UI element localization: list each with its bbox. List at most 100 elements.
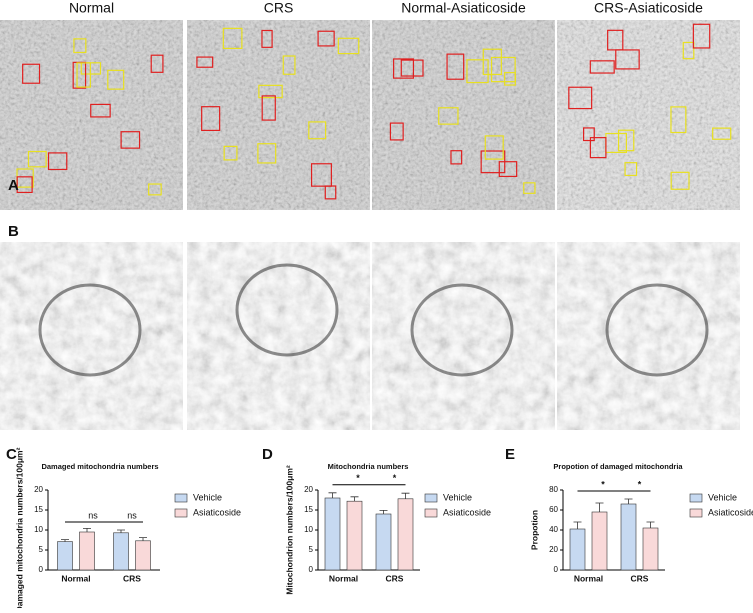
x-tick-label: CRS bbox=[386, 573, 404, 583]
annotation-box bbox=[400, 59, 424, 77]
legend-label: Vehicle bbox=[193, 492, 222, 502]
y-tick-label: 0 bbox=[39, 565, 44, 574]
y-tick-label: 20 bbox=[549, 545, 558, 554]
legend-label: Vehicle bbox=[443, 492, 472, 502]
annotation-box bbox=[337, 37, 360, 55]
error-bar bbox=[401, 492, 410, 499]
annotation-box bbox=[22, 63, 41, 84]
y-tick-label: 80 bbox=[549, 485, 558, 494]
image-title: Normal bbox=[69, 0, 114, 16]
legend-swatch bbox=[174, 493, 188, 503]
micrograph-zoom bbox=[187, 242, 370, 430]
annotation-box bbox=[607, 29, 624, 51]
bar bbox=[79, 531, 95, 571]
legend-label: Asiaticoside bbox=[708, 507, 753, 517]
annotation-box bbox=[582, 127, 595, 142]
legend-label: Vehicle bbox=[708, 492, 737, 502]
mitochondrion bbox=[410, 283, 514, 377]
micrograph bbox=[187, 20, 370, 210]
bar bbox=[57, 541, 73, 571]
micrograph-tone bbox=[187, 20, 370, 210]
annotation-box bbox=[257, 143, 277, 164]
annotation-box bbox=[589, 60, 615, 74]
annotation-box bbox=[482, 48, 502, 76]
significance-label: * bbox=[393, 473, 397, 483]
annotation-box bbox=[393, 58, 415, 79]
annotation-box bbox=[148, 183, 162, 196]
bar bbox=[135, 540, 151, 571]
error-bar bbox=[83, 528, 91, 532]
error-bar bbox=[595, 502, 604, 512]
annotation-box bbox=[201, 106, 221, 131]
annotation-box bbox=[150, 54, 164, 73]
mitochondrion bbox=[605, 283, 709, 377]
panel-label: C bbox=[6, 446, 17, 463]
x-tick-label: Normal bbox=[61, 573, 90, 583]
annotation-box bbox=[196, 56, 214, 68]
annotation-box bbox=[589, 137, 607, 159]
annotation-box bbox=[484, 135, 504, 160]
y-tick-label: 15 bbox=[34, 505, 43, 514]
bar bbox=[324, 497, 341, 571]
y-tick-label: 10 bbox=[34, 525, 43, 534]
annotation-box bbox=[480, 150, 506, 174]
mitochondrion bbox=[38, 283, 142, 377]
annotation-box bbox=[389, 122, 404, 141]
annotation-box bbox=[624, 162, 638, 177]
panel-label: D bbox=[262, 446, 273, 463]
annotation-box bbox=[438, 107, 459, 125]
micrograph-zoom bbox=[557, 242, 740, 430]
error-bar bbox=[573, 521, 582, 529]
micrograph bbox=[557, 20, 740, 210]
y-tick-label: 10 bbox=[304, 525, 313, 534]
micrograph-zoom bbox=[372, 242, 555, 430]
annotation-box bbox=[682, 41, 695, 60]
y-tick-label: 5 bbox=[309, 545, 314, 554]
annotation-box bbox=[76, 62, 91, 88]
significance-label: ns bbox=[88, 510, 98, 520]
chart-title: Mitochondria numbers bbox=[328, 462, 409, 471]
error-bar bbox=[328, 492, 337, 498]
annotation-box bbox=[615, 49, 640, 70]
y-tick-label: 5 bbox=[39, 545, 44, 554]
legend-label: Asiaticoside bbox=[443, 507, 491, 517]
error-bar bbox=[350, 496, 359, 502]
annotation-box bbox=[222, 27, 243, 49]
significance-label: * bbox=[601, 479, 605, 489]
annotation-box bbox=[16, 176, 33, 194]
chart-title: Propotion of damaged mitochondria bbox=[553, 462, 683, 471]
bar bbox=[642, 527, 659, 571]
legend-swatch bbox=[424, 508, 438, 518]
x-tick-label: Normal bbox=[574, 573, 603, 583]
micrograph-tone bbox=[0, 20, 183, 210]
y-tick-label: 20 bbox=[304, 485, 313, 494]
error-bar bbox=[646, 521, 655, 528]
annotation-box bbox=[90, 103, 111, 118]
bar bbox=[620, 503, 637, 571]
legend-swatch bbox=[174, 508, 188, 518]
micrograph-tone bbox=[557, 20, 740, 210]
annotation-box bbox=[310, 163, 332, 187]
y-tick-label: 20 bbox=[34, 485, 43, 494]
annotation-box bbox=[223, 145, 238, 161]
error-bar bbox=[624, 498, 633, 504]
annotation-box bbox=[47, 152, 68, 171]
annotation-box bbox=[107, 69, 125, 90]
annotation-box bbox=[446, 53, 465, 80]
annotation-box bbox=[73, 38, 87, 54]
bar bbox=[591, 511, 608, 571]
micrograph bbox=[0, 20, 183, 210]
mitochondrion bbox=[235, 263, 339, 357]
bar bbox=[375, 513, 392, 571]
annotation-box bbox=[523, 182, 536, 194]
significance-label: ns bbox=[127, 510, 137, 520]
error-bar bbox=[139, 537, 147, 541]
annotation-box bbox=[120, 131, 141, 149]
image-title: CRS bbox=[264, 0, 294, 16]
annotation-box bbox=[568, 86, 593, 110]
chart-title: Damaged mitochondria numbers bbox=[41, 462, 158, 471]
y-axis-label: Mitochondrion numbers/100μm² bbox=[284, 465, 294, 595]
y-tick-label: 60 bbox=[549, 505, 558, 514]
annotation-box bbox=[308, 121, 327, 140]
